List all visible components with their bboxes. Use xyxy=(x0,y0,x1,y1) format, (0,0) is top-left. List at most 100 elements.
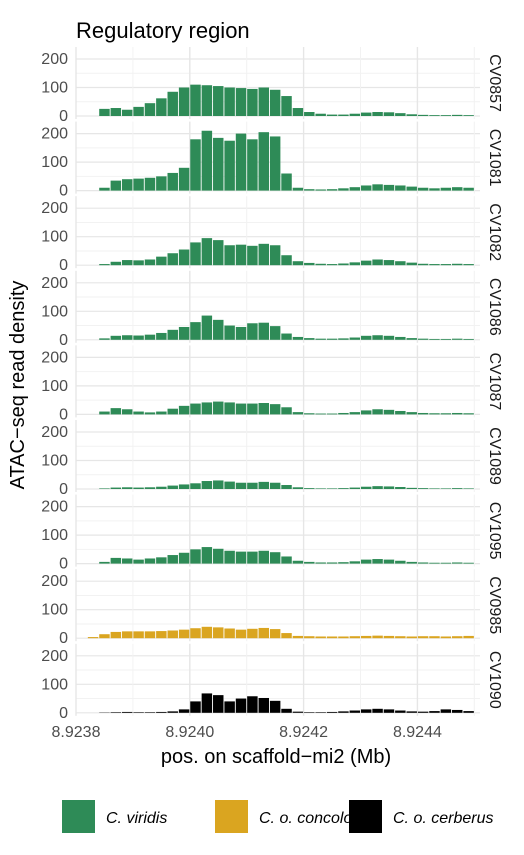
facet-strip-label: CV1082 xyxy=(486,203,503,261)
bar xyxy=(395,185,406,191)
bar xyxy=(133,260,144,266)
legend: C. viridis C. o. concolor C. o. cerberus xyxy=(62,800,493,833)
y-tick-label: 100 xyxy=(41,527,68,544)
bar xyxy=(406,561,417,564)
bar xyxy=(178,709,190,713)
bar xyxy=(247,628,258,639)
facet-panel: 0 100 200 CV1081 xyxy=(41,121,503,200)
bar xyxy=(326,562,338,564)
bar xyxy=(372,184,383,191)
bar xyxy=(429,338,440,340)
y-tick-label: 100 xyxy=(41,453,68,470)
bar xyxy=(338,488,349,489)
bar xyxy=(281,333,292,340)
bar xyxy=(224,481,235,489)
bar xyxy=(292,261,304,266)
bar xyxy=(258,322,270,340)
bar xyxy=(326,338,338,340)
bar xyxy=(372,112,383,116)
bar xyxy=(440,338,452,340)
x-tick-label: 8.9238 xyxy=(52,724,101,741)
y-tick-label: 200 xyxy=(41,349,68,366)
bar xyxy=(110,557,122,564)
bar xyxy=(406,114,417,116)
bar xyxy=(315,113,326,116)
bar xyxy=(281,485,292,489)
bar xyxy=(213,401,224,415)
bar xyxy=(383,486,395,489)
x-tick-label: 8.9242 xyxy=(279,724,328,741)
bar xyxy=(224,140,235,191)
bar xyxy=(326,264,338,266)
bar xyxy=(178,249,190,266)
bar xyxy=(121,260,133,266)
bar xyxy=(417,636,429,639)
bar xyxy=(144,712,156,713)
bar xyxy=(383,335,395,340)
facet-strip-label: CV1086 xyxy=(486,278,503,336)
bar xyxy=(224,550,235,564)
bar xyxy=(452,636,463,639)
bar xyxy=(315,488,326,489)
bar xyxy=(247,245,258,266)
bar xyxy=(235,698,247,713)
bar xyxy=(201,626,213,639)
bar xyxy=(292,711,304,713)
facet-strip-label: CV0857 xyxy=(486,54,503,112)
bar xyxy=(133,559,144,564)
y-axis-title: ATAC−seq read density xyxy=(7,281,29,490)
bar xyxy=(213,627,224,639)
bar xyxy=(156,557,167,564)
bar xyxy=(292,487,304,489)
facet-panel: 0 100 200 CV1090 xyxy=(41,643,503,722)
bar xyxy=(213,548,224,564)
bar xyxy=(452,488,463,489)
bar xyxy=(417,187,429,191)
bar xyxy=(269,552,281,564)
bar xyxy=(281,255,292,266)
y-tick-label: 200 xyxy=(41,126,68,143)
bar xyxy=(99,411,110,415)
bar xyxy=(235,482,247,489)
bar xyxy=(258,87,270,116)
facet-strip-label: CV1090 xyxy=(486,651,503,709)
bar xyxy=(452,709,463,713)
bar xyxy=(224,87,235,116)
bar xyxy=(395,710,406,713)
bar xyxy=(372,335,383,340)
bar xyxy=(235,133,247,191)
y-tick-label: 0 xyxy=(59,332,68,349)
bar xyxy=(235,403,247,415)
bar xyxy=(383,184,395,191)
bar xyxy=(121,109,133,116)
bar xyxy=(349,412,361,415)
bar xyxy=(281,407,292,415)
y-tick-label: 0 xyxy=(59,108,68,125)
bar xyxy=(360,559,372,564)
y-tick-label: 200 xyxy=(41,648,68,665)
facet-panel: 0 100 200 CV1086 xyxy=(41,270,503,349)
bar xyxy=(213,319,224,340)
bar xyxy=(440,488,452,489)
bar xyxy=(360,709,372,713)
bar xyxy=(360,335,372,340)
y-tick-label: 100 xyxy=(41,303,68,320)
bar xyxy=(349,337,361,340)
bar xyxy=(110,712,122,713)
bar xyxy=(349,636,361,639)
bar xyxy=(304,636,315,639)
bar xyxy=(360,260,372,266)
bar xyxy=(349,113,361,116)
legend-label: C. o. concolor xyxy=(259,810,358,827)
facet-panel: 0 100 200 CV1095 xyxy=(41,494,503,573)
bar xyxy=(178,167,190,191)
bar xyxy=(417,412,429,415)
bar xyxy=(383,709,395,713)
legend-swatch xyxy=(215,800,248,833)
y-tick-label: 200 xyxy=(41,51,68,68)
bar xyxy=(315,712,326,713)
bar xyxy=(121,487,133,489)
facet-strip-label: CV1081 xyxy=(486,129,503,187)
bar xyxy=(338,412,349,415)
bar xyxy=(360,185,372,191)
